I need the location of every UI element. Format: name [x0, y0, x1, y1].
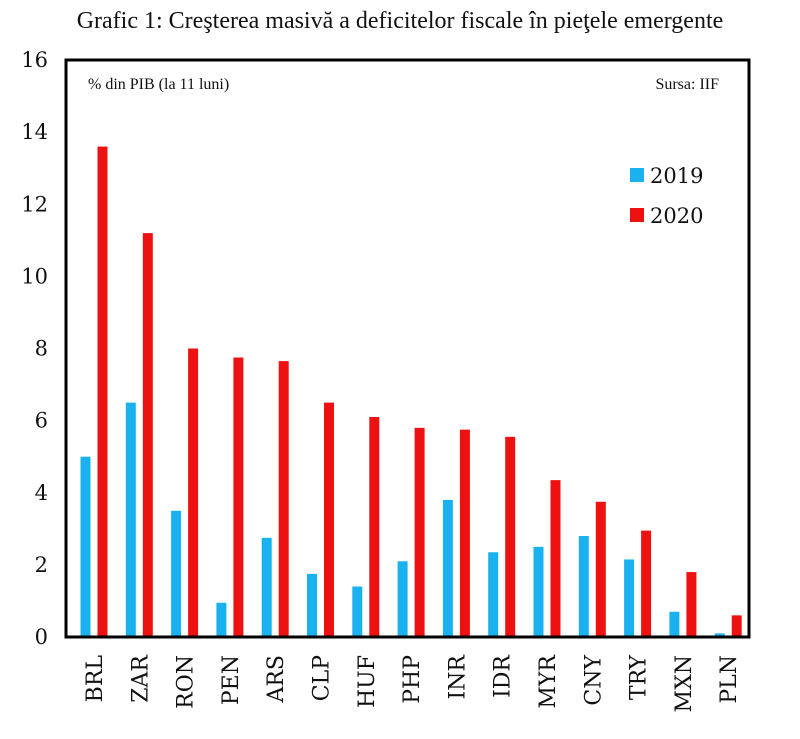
bar-2019-inr: [442, 499, 453, 637]
bar-2019-mxn: [669, 611, 680, 637]
bar-2019-huf: [352, 586, 363, 637]
bar-2019-myr: [533, 546, 544, 637]
bar-2020-huf: [369, 417, 380, 637]
unit-note: % din PIB (la 11 luni): [88, 76, 229, 93]
x-tick-label: PLN: [717, 655, 742, 704]
bar-2020-ron: [188, 348, 199, 637]
x-tick-label: INR: [445, 654, 470, 700]
x-axis: BRL ZAR RON PEN ARS CLP HUF PHP INR IDR MYR CNY TRY M…: [83, 654, 742, 713]
legend-label-2020: 2020: [650, 204, 703, 228]
x-tick-label: CNY: [581, 655, 606, 706]
y-tick-label: 10: [21, 264, 48, 288]
source-note: Sursa: IIF: [655, 76, 719, 93]
bar-2019-idr: [488, 552, 499, 637]
legend-swatch-2019: [630, 168, 644, 182]
bar-2020-brl: [97, 146, 108, 638]
bar-2020-idr: [505, 436, 516, 637]
y-tick-label: 16: [21, 48, 48, 72]
bar-2020-mxn: [686, 572, 697, 637]
plot-frame: [64, 58, 751, 639]
x-tick-label: HUF: [355, 655, 380, 708]
y-tick-label: 0: [35, 625, 48, 649]
bar-2019-clp: [307, 573, 317, 637]
bar-2019-ron: [171, 510, 182, 637]
x-tick-label: ZAR: [128, 654, 153, 703]
bar-2020-try: [641, 530, 652, 637]
y-tick-label: 6: [35, 409, 48, 433]
y-tick-label: 4: [35, 481, 48, 505]
x-tick-label: TRY: [627, 655, 652, 701]
bar-2020-pln: [731, 615, 742, 637]
x-tick-label: BRL: [83, 655, 108, 703]
bar-2020-php: [414, 427, 425, 637]
bar-2019-ars: [261, 537, 272, 637]
x-tick-label: ARS: [264, 655, 289, 704]
bar-2020-ars: [278, 361, 289, 637]
bar-2019-php: [397, 561, 408, 637]
x-tick-label: MXN: [672, 655, 697, 712]
y-axis: 0 2 4 6 8 10 12 14 16: [21, 48, 48, 649]
bar-2020-pen: [233, 357, 244, 637]
x-tick-label: RON: [174, 655, 199, 709]
bar-2020-myr: [550, 480, 561, 637]
legend-swatch-2020: [630, 208, 644, 222]
y-tick-label: 12: [21, 192, 48, 216]
bar-2020-zar: [142, 233, 153, 637]
bars: [80, 146, 742, 638]
bar-2019-brl: [80, 456, 91, 637]
legend: 2019 2020: [630, 164, 703, 228]
bar-2020-cny: [595, 501, 606, 637]
x-tick-label: IDR: [491, 654, 516, 698]
chart-title: Grafic 1: Creşterea masivă a deficitelor…: [76, 8, 724, 34]
bar-2020-inr: [459, 429, 470, 637]
legend-label-2019: 2019: [650, 164, 703, 188]
bar-2019-pen: [216, 602, 227, 637]
y-tick-label: 8: [35, 337, 48, 361]
y-tick-label: 14: [21, 120, 48, 144]
x-tick-label: CLP: [310, 655, 335, 701]
x-tick-label: PEN: [219, 655, 244, 705]
bar-2019-pln: [714, 633, 725, 637]
bar-2019-cny: [578, 536, 589, 637]
x-tick-label: PHP: [400, 655, 425, 704]
y-tick-label: 2: [35, 553, 48, 577]
x-tick-label: MYR: [536, 654, 561, 709]
bar-2019-zar: [125, 402, 136, 637]
bar-2019-try: [624, 559, 635, 637]
bar-2020-clp: [324, 402, 334, 637]
